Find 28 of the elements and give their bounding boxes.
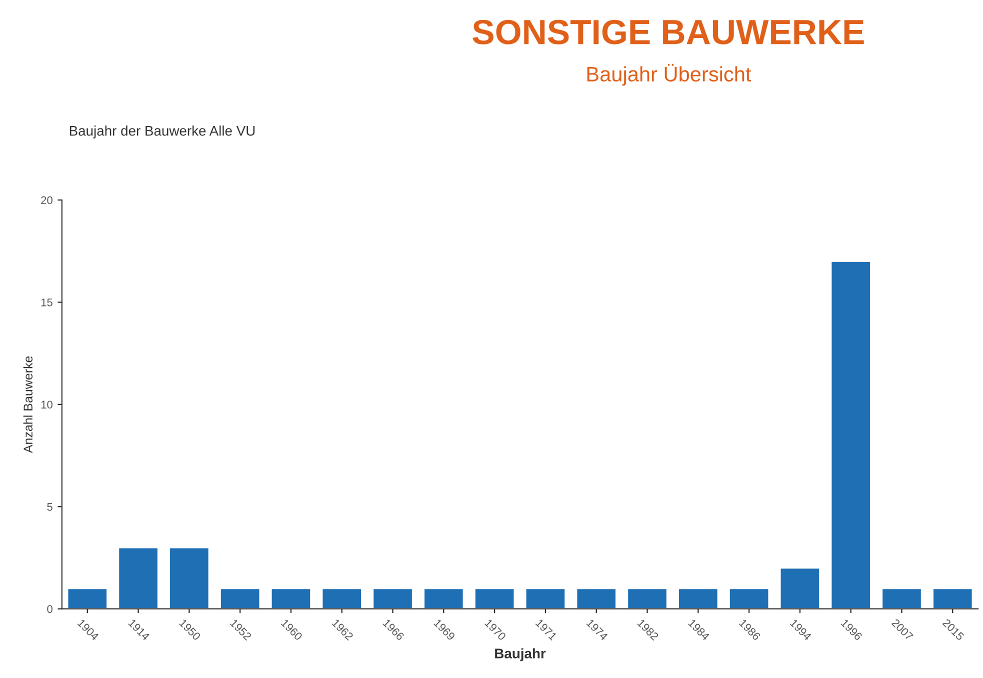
- y-axis-title: Anzahl Bauwerke: [23, 356, 33, 454]
- bar: [576, 588, 617, 609]
- bar: [423, 588, 464, 609]
- y-tick-label: 5: [47, 503, 52, 511]
- bar: [678, 588, 719, 609]
- bar: [321, 588, 362, 609]
- bar: [474, 588, 516, 609]
- text: Baujahr der Bauwerke Alle VU: [70, 126, 255, 138]
- bar: [524, 588, 566, 609]
- y-tick-label: 10: [41, 400, 52, 409]
- bar: [118, 546, 159, 609]
- bar: [220, 588, 261, 609]
- y-tick-label: 0: [47, 605, 52, 613]
- bar: [932, 588, 974, 609]
- bar: [830, 260, 872, 609]
- y-tick-label: 15: [41, 298, 52, 306]
- chart-subtitle: Baujahr Übersicht: [587, 64, 752, 86]
- y-tick-label: 20: [41, 196, 52, 204]
- chart-title: SONSTIGE BAUWERKE: [472, 20, 864, 44]
- bar: [66, 588, 108, 609]
- bar: [372, 588, 414, 609]
- bar: [728, 588, 770, 609]
- bar: [779, 567, 820, 609]
- bar: [270, 588, 312, 609]
- bar: [881, 588, 922, 609]
- x-axis-title: Baujahr: [495, 648, 546, 662]
- bar: [168, 546, 210, 609]
- bar: [626, 588, 668, 609]
